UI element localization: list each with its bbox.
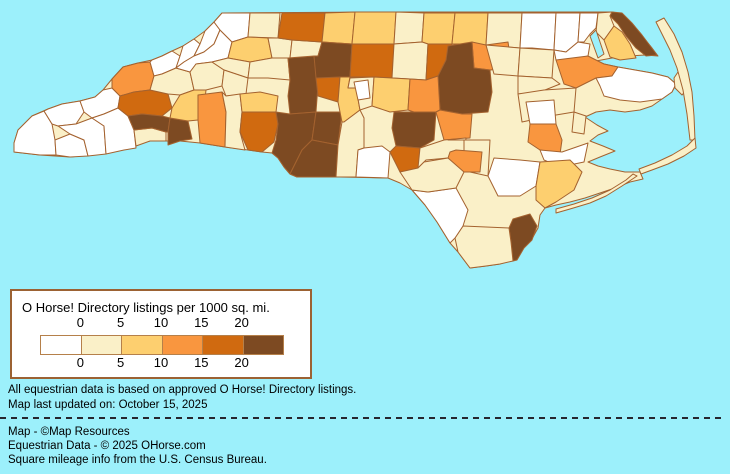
river-water — [589, 29, 605, 59]
county-shape[interactable] — [227, 36, 273, 63]
county-shape[interactable] — [595, 66, 677, 103]
county-shape[interactable] — [277, 12, 326, 43]
county-shape[interactable] — [517, 47, 555, 79]
note-line-1: All equestrian data is based on approved… — [8, 384, 357, 396]
county-shape[interactable] — [287, 55, 319, 115]
county-shape[interactable] — [247, 57, 291, 81]
county-shape[interactable] — [351, 11, 397, 45]
credit-line-2: Equestrian Data - © 2025 OHorse.com — [8, 440, 206, 452]
county-shape[interactable] — [411, 187, 469, 244]
county-shape[interactable] — [197, 91, 227, 148]
legend-tick-label: 5 — [117, 355, 125, 370]
legend-tick-label: 10 — [153, 315, 169, 330]
county-shape[interactable] — [603, 25, 637, 61]
legend-box: O Horse! Directory listings per 1000 sq.… — [10, 289, 312, 379]
legend-tick-label: 0 — [76, 315, 84, 330]
county-shape[interactable] — [655, 17, 696, 141]
county-shape[interactable] — [519, 12, 557, 51]
legend-tick-label: 15 — [194, 315, 209, 330]
county-shape[interactable] — [451, 12, 489, 46]
legend-title: O Horse! Directory listings per 1000 sq.… — [22, 300, 270, 315]
county-shape[interactable] — [247, 12, 281, 39]
county-shape[interactable] — [517, 75, 561, 95]
county-shape[interactable] — [399, 157, 465, 193]
county-shape[interactable] — [454, 225, 514, 269]
county-shape[interactable] — [555, 173, 638, 214]
credit-line-1: Map - ©Map Resources — [8, 426, 130, 438]
legend-tick-label: 20 — [234, 315, 249, 330]
note-line-2: Map last updated on: October 15, 2025 — [8, 399, 208, 411]
legend-swatch — [41, 336, 82, 354]
county-shape[interactable] — [311, 111, 343, 146]
county-shape[interactable] — [435, 109, 473, 141]
county-shape[interactable] — [391, 41, 429, 81]
legend-swatch — [243, 336, 283, 354]
county-shape[interactable] — [571, 111, 587, 135]
legend-swatch — [81, 336, 122, 354]
county-shape[interactable] — [508, 213, 538, 262]
county-shape[interactable] — [267, 37, 293, 59]
county-shape[interactable] — [393, 11, 425, 45]
county-shape[interactable] — [437, 41, 493, 115]
county-shape[interactable] — [391, 111, 437, 149]
legend-tick-label: 5 — [117, 315, 125, 330]
legend-tick-label: 15 — [194, 355, 209, 370]
county-shape[interactable] — [239, 91, 279, 113]
county-shape[interactable] — [349, 43, 395, 79]
county-shape[interactable] — [371, 76, 411, 113]
county-shape[interactable] — [487, 157, 541, 197]
county-shape[interactable] — [127, 113, 171, 133]
legend-tick-label: 20 — [234, 355, 249, 370]
dashed-separator — [0, 417, 722, 419]
county-shape[interactable] — [638, 137, 697, 175]
county-shape[interactable] — [407, 75, 441, 113]
credit-line-3: Square mileage info from the U.S. Census… — [8, 454, 267, 466]
county-shape[interactable] — [287, 39, 323, 59]
county-shape[interactable] — [117, 89, 173, 117]
county-shape[interactable] — [609, 11, 658, 57]
legend-tick-label: 10 — [153, 355, 169, 370]
legend-swatch — [122, 336, 163, 354]
legend-tick-label: 0 — [76, 355, 84, 370]
county-shape[interactable] — [355, 145, 391, 179]
county-shape[interactable] — [353, 79, 371, 101]
legend-swatch — [203, 336, 244, 354]
county-shape[interactable] — [321, 11, 356, 45]
county-shape[interactable] — [421, 12, 456, 45]
legend-swatch — [162, 336, 203, 354]
legend-color-ramp — [40, 335, 284, 355]
county-shape[interactable] — [525, 99, 557, 125]
county-shape[interactable] — [535, 159, 583, 209]
north-carolina-map — [13, 11, 697, 269]
